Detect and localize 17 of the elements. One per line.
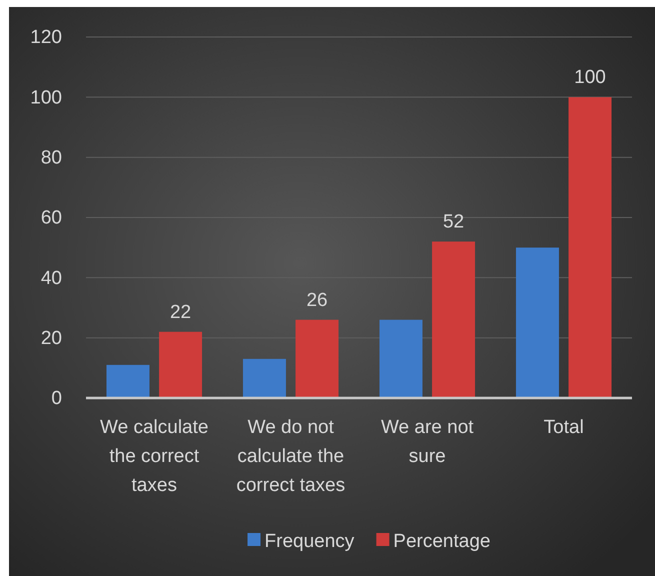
y-tick-label: 100 xyxy=(30,87,62,108)
legend-label: Percentage xyxy=(393,531,490,552)
y-tick-label: 80 xyxy=(40,147,62,168)
x-tick-label: We calculate the correct taxes xyxy=(100,417,208,496)
data-label: 26 xyxy=(306,290,328,311)
data-label: 100 xyxy=(574,67,606,88)
legend-label: Frequency xyxy=(264,531,355,552)
data-label: 52 xyxy=(442,212,464,233)
y-tick-label: 120 xyxy=(30,27,62,48)
y-tick-label: 20 xyxy=(40,328,62,349)
x-tick-label: We do not calculate the correct taxes xyxy=(236,417,346,496)
y-tick-label: 0 xyxy=(51,388,62,410)
x-tick-label: Total xyxy=(544,417,584,438)
data-label: 22 xyxy=(170,302,192,323)
y-tick-label: 60 xyxy=(40,208,62,229)
x-tick-label: We are not sure xyxy=(380,417,474,467)
y-tick-label: 40 xyxy=(40,268,62,289)
